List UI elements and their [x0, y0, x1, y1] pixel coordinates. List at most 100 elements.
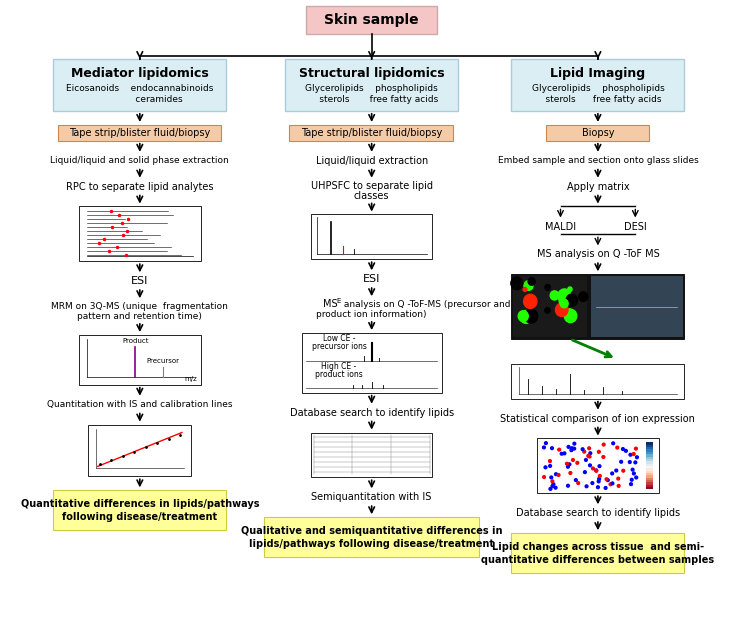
Point [545, 484, 556, 494]
FancyBboxPatch shape [645, 482, 653, 485]
Point [606, 478, 618, 488]
Text: Lipid changes across tissue  and semi-: Lipid changes across tissue and semi- [492, 542, 704, 552]
Point [571, 458, 583, 468]
Text: Semiquantitation with IS: Semiquantitation with IS [311, 492, 432, 503]
Text: quantitative differences between samples: quantitative differences between samples [481, 555, 715, 565]
Point [625, 449, 637, 460]
Point [545, 472, 557, 483]
Text: Apply matrix: Apply matrix [567, 181, 629, 192]
Text: Qualitative and semiquantitative differences in: Qualitative and semiquantitative differe… [241, 526, 503, 536]
Point [567, 455, 578, 465]
Circle shape [523, 294, 537, 308]
Text: Liquid/liquid extraction: Liquid/liquid extraction [316, 156, 428, 165]
FancyBboxPatch shape [645, 480, 653, 482]
FancyBboxPatch shape [645, 447, 653, 449]
FancyBboxPatch shape [645, 463, 653, 466]
Point [547, 481, 559, 491]
Point [604, 479, 616, 490]
FancyBboxPatch shape [645, 442, 653, 445]
FancyBboxPatch shape [53, 59, 226, 111]
Text: RPC to separate lipid analytes: RPC to separate lipid analytes [66, 181, 213, 192]
Point [594, 461, 606, 471]
Point [568, 438, 580, 449]
FancyBboxPatch shape [645, 449, 653, 452]
FancyBboxPatch shape [311, 215, 433, 259]
Text: Database search to identify lipids: Database search to identify lipids [516, 508, 680, 518]
Point [610, 465, 622, 476]
FancyBboxPatch shape [645, 456, 653, 459]
FancyBboxPatch shape [512, 364, 684, 399]
Circle shape [565, 309, 577, 322]
Point [590, 465, 602, 476]
FancyBboxPatch shape [645, 468, 653, 470]
Point [577, 444, 589, 454]
Circle shape [564, 309, 574, 319]
Point [540, 438, 552, 448]
Text: Structural lipidomics: Structural lipidomics [299, 67, 445, 79]
Text: Embed sample and section onto glass slides: Embed sample and section onto glass slid… [498, 156, 698, 165]
Point [628, 469, 640, 479]
Text: Tape strip/blister fluid/biopsy: Tape strip/blister fluid/biopsy [301, 128, 442, 138]
Circle shape [523, 288, 527, 292]
Text: ESI: ESI [131, 276, 149, 286]
FancyBboxPatch shape [57, 125, 221, 141]
Point [618, 465, 629, 476]
Text: MS: MS [323, 299, 338, 309]
Point [546, 443, 558, 453]
Circle shape [556, 303, 568, 317]
Point [626, 474, 637, 485]
Point [617, 444, 629, 454]
Circle shape [520, 310, 532, 324]
FancyBboxPatch shape [645, 470, 653, 473]
Point [578, 447, 590, 457]
FancyBboxPatch shape [645, 461, 653, 463]
FancyBboxPatch shape [645, 485, 653, 487]
Point [600, 483, 612, 493]
Point [544, 461, 556, 471]
FancyBboxPatch shape [645, 475, 653, 478]
Text: Low CE -: Low CE - [322, 334, 355, 343]
Point [556, 449, 567, 459]
Text: precursor ions: precursor ions [311, 342, 367, 351]
Point [538, 442, 550, 453]
Point [587, 478, 598, 488]
Circle shape [545, 308, 550, 313]
FancyBboxPatch shape [513, 276, 587, 337]
Circle shape [578, 292, 588, 301]
Point [612, 474, 624, 484]
Circle shape [511, 277, 523, 290]
Circle shape [524, 281, 533, 290]
FancyBboxPatch shape [537, 438, 659, 493]
Point [565, 445, 577, 455]
Text: product ion information): product ion information) [316, 310, 427, 319]
Point [598, 452, 609, 462]
Point [539, 462, 551, 472]
Point [598, 440, 609, 450]
Text: MALDI: MALDI [545, 222, 576, 233]
Circle shape [567, 287, 572, 292]
Point [620, 445, 631, 456]
FancyBboxPatch shape [88, 424, 191, 476]
Point [612, 442, 623, 453]
Text: Glycerolipids    phospholipids
    sterols      free fatty acids: Glycerolipids phospholipids sterols free… [531, 84, 665, 104]
Point [601, 474, 612, 485]
Circle shape [551, 291, 559, 300]
Point [559, 448, 570, 458]
Point [573, 478, 584, 488]
FancyBboxPatch shape [53, 490, 226, 530]
Text: Precursor: Precursor [146, 358, 180, 364]
FancyBboxPatch shape [512, 59, 684, 111]
Point [570, 475, 581, 485]
Text: Skin sample: Skin sample [325, 13, 419, 28]
Point [631, 452, 643, 462]
Point [561, 458, 573, 469]
FancyBboxPatch shape [512, 274, 684, 339]
Point [579, 467, 591, 478]
Point [562, 481, 574, 491]
FancyBboxPatch shape [79, 206, 201, 262]
Point [592, 476, 604, 487]
Text: Statistical comparison of ion expression: Statistical comparison of ion expression [500, 413, 696, 424]
Point [628, 449, 640, 459]
FancyBboxPatch shape [311, 433, 433, 478]
Text: product ions: product ions [315, 370, 363, 379]
